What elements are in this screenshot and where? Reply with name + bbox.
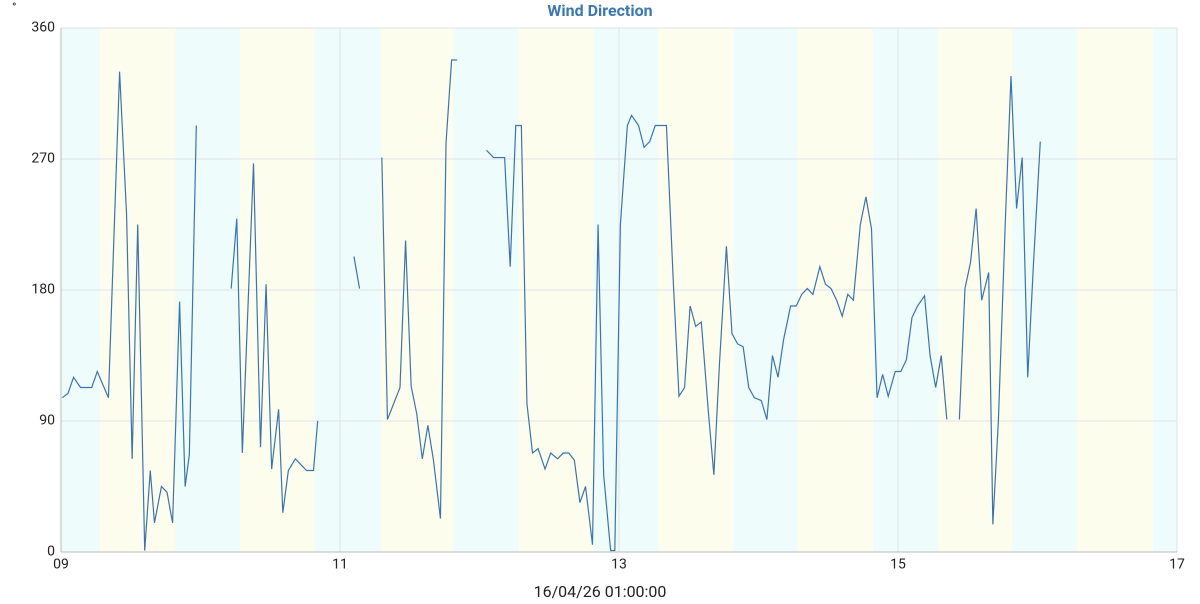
line-segment (486, 114, 948, 552)
chart-title: Wind Direction (547, 1, 652, 20)
line-segment (62, 71, 197, 551)
x-tick-label: 17 (1169, 557, 1185, 573)
y-tick-label: 360 (31, 20, 55, 36)
x-tick-label: 09 (53, 557, 69, 573)
line-segment (353, 256, 361, 289)
line-segment (958, 76, 1041, 525)
y-unit: ° (12, 0, 16, 14)
line-segment (230, 163, 319, 513)
y-tick-label: 90 (39, 413, 55, 429)
x-tick-label: 15 (890, 557, 906, 573)
y-tick-label: 180 (31, 282, 55, 298)
y-tick-label: 270 (31, 151, 55, 167)
x-tick-label: 11 (332, 557, 348, 573)
x-axis-label: 16/04/26 01:00:00 (534, 582, 667, 600)
y-tick-label: 0 (47, 544, 55, 560)
line-segment (381, 59, 458, 519)
x-tick-label: 13 (611, 557, 627, 573)
